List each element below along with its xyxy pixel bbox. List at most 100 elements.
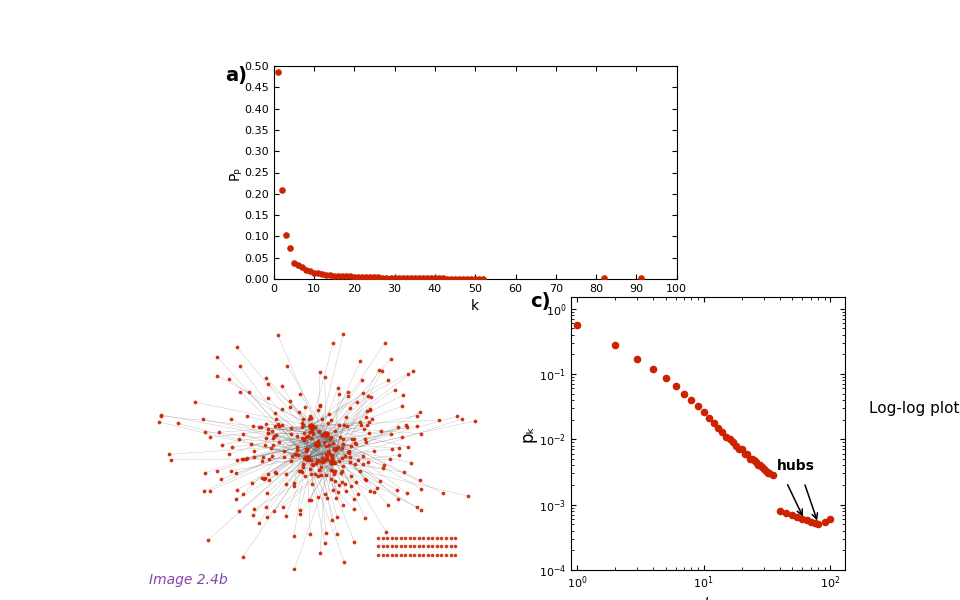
Point	[313, 548, 328, 557]
Point	[301, 414, 317, 424]
Point	[328, 444, 344, 454]
Point	[260, 428, 276, 438]
Point	[391, 451, 406, 460]
Point	[394, 533, 409, 542]
Point	[263, 443, 278, 453]
Point	[271, 419, 286, 429]
Point	[294, 467, 309, 477]
Point	[324, 475, 339, 484]
Point	[332, 432, 348, 442]
Point	[324, 457, 340, 467]
Point	[334, 453, 349, 463]
Point	[363, 272, 378, 282]
Point	[202, 486, 217, 496]
Point	[235, 454, 251, 464]
Point	[253, 473, 269, 482]
Point	[260, 428, 276, 438]
Point	[394, 550, 409, 559]
Point	[323, 434, 338, 443]
Point	[407, 550, 422, 559]
Point	[323, 271, 338, 280]
Point	[804, 517, 819, 526]
Point	[701, 413, 716, 423]
Point	[258, 502, 274, 512]
Point	[221, 374, 236, 384]
Point	[399, 488, 415, 498]
Text: Log-log plot: Log-log plot	[869, 401, 959, 415]
Point	[363, 406, 378, 415]
Point	[296, 459, 311, 469]
Point	[374, 366, 390, 376]
Point	[749, 457, 764, 467]
Point	[299, 432, 314, 442]
Point	[306, 268, 322, 277]
Point	[410, 421, 425, 431]
Point	[266, 431, 281, 440]
Point	[255, 452, 271, 461]
Point	[297, 472, 312, 481]
Point	[439, 533, 454, 542]
Point	[710, 423, 726, 433]
Point	[348, 459, 363, 469]
Point	[276, 502, 291, 512]
Point	[241, 388, 256, 397]
Point	[163, 455, 179, 464]
Point	[326, 444, 342, 454]
Point	[347, 538, 362, 547]
Point	[389, 533, 404, 542]
Point	[439, 550, 454, 559]
Point	[454, 414, 469, 424]
Point	[310, 269, 325, 278]
Point	[296, 435, 311, 445]
Point	[374, 273, 390, 283]
Point	[312, 367, 327, 376]
Point	[290, 451, 305, 460]
Point	[400, 369, 416, 379]
Point	[257, 440, 273, 450]
Point	[391, 494, 406, 503]
Point	[286, 531, 301, 541]
Point	[331, 456, 347, 466]
Point	[742, 454, 757, 464]
Point	[312, 427, 327, 436]
Point	[274, 185, 289, 194]
Point	[346, 505, 361, 514]
Point	[416, 533, 431, 542]
Point	[307, 422, 323, 432]
Point	[373, 426, 389, 436]
Point	[350, 489, 366, 499]
Point	[296, 420, 311, 430]
Point	[301, 496, 317, 505]
Point	[409, 411, 424, 421]
Point	[256, 474, 272, 484]
Point	[352, 466, 368, 476]
Point	[402, 541, 418, 551]
Point	[330, 271, 346, 281]
Point	[303, 455, 319, 465]
Point	[335, 434, 350, 443]
Point	[311, 466, 326, 475]
Point	[734, 445, 750, 454]
Point	[321, 409, 336, 419]
Point	[276, 446, 292, 456]
Point	[344, 471, 359, 481]
Point	[475, 274, 491, 283]
Point	[270, 68, 285, 77]
Point	[302, 412, 318, 421]
Point	[327, 446, 343, 455]
Point	[379, 273, 395, 283]
Point	[211, 428, 227, 437]
Point	[283, 403, 299, 412]
Point	[335, 461, 350, 470]
Point	[328, 493, 344, 503]
Point	[389, 550, 404, 559]
Point	[266, 440, 281, 449]
Point	[370, 483, 385, 493]
Point	[367, 446, 382, 456]
Point	[460, 491, 475, 501]
Point	[284, 457, 300, 466]
Point	[235, 490, 251, 499]
Point	[334, 477, 349, 487]
Point	[371, 365, 386, 375]
Point	[343, 452, 358, 462]
